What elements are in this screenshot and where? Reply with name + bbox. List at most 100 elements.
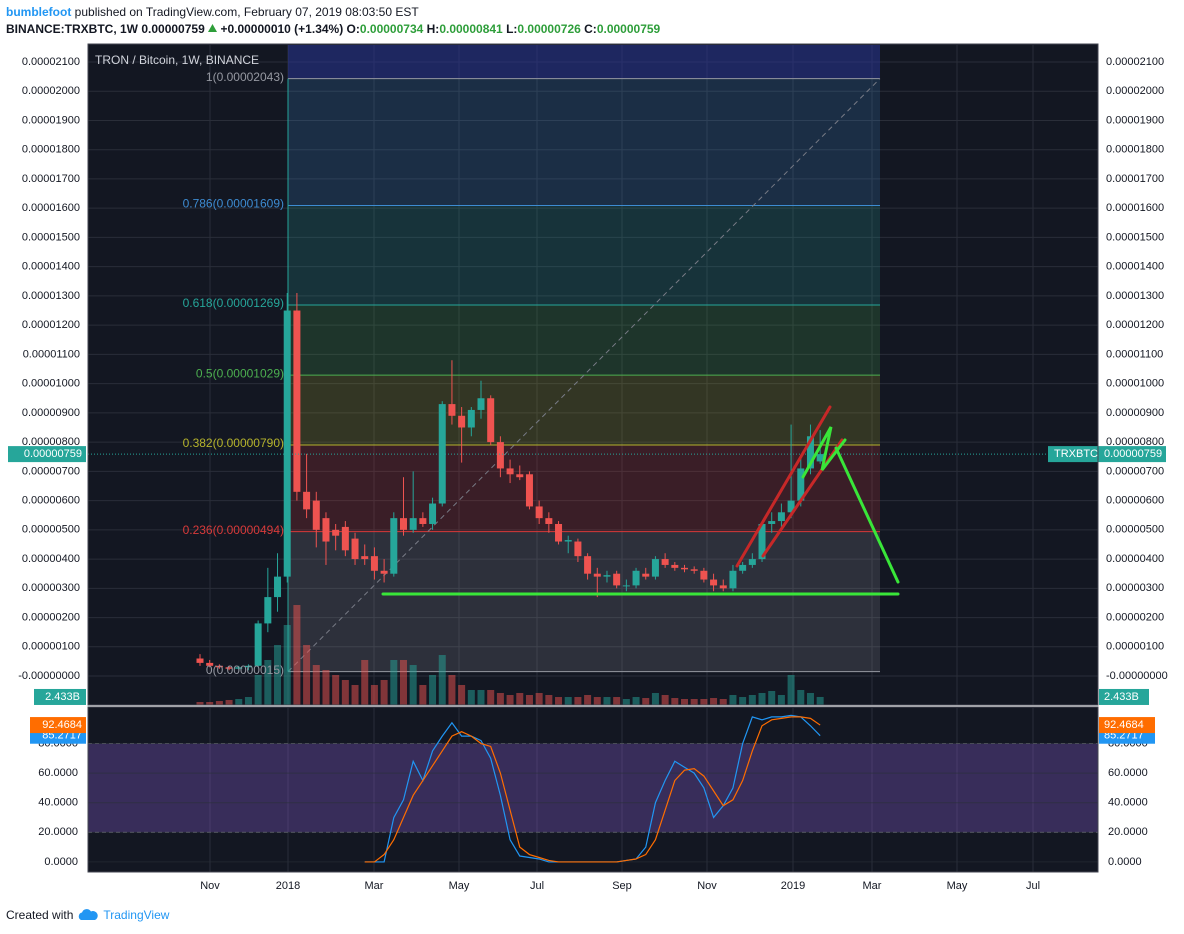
candle-body [467, 409, 475, 428]
candle-body [196, 658, 204, 663]
y-tick-label: 0.00000700 [22, 465, 80, 477]
y-tick-label: 0.00001800 [22, 144, 80, 156]
candle-body [525, 474, 533, 507]
y-tick-label: 0.00001600 [1106, 202, 1164, 214]
y-tick-label: 0.00001300 [1106, 290, 1164, 302]
volume-bar [341, 679, 349, 705]
y-tick-label: 0.00000700 [1106, 465, 1164, 477]
y-tick-label: 0.00000400 [22, 553, 80, 565]
volume-bar [303, 645, 311, 705]
candle-body [574, 541, 582, 557]
y-tick-label: 0.00001100 [1106, 348, 1163, 360]
candle-body [758, 523, 766, 560]
candle-body [380, 570, 388, 574]
volume-bar [525, 695, 533, 705]
volume-bar [661, 695, 669, 705]
stoch-tick-label: 40.0000 [38, 797, 78, 809]
logo [79, 909, 99, 920]
stoch-tick-label: 60.0000 [38, 767, 78, 779]
candle-body [429, 503, 437, 524]
candle-body [777, 512, 785, 522]
volume-bar [690, 698, 698, 705]
y-tick-label: 0.00001100 [23, 348, 80, 360]
x-tick-label: Mar [863, 880, 882, 892]
volume-bar [332, 675, 340, 705]
y-tick-label: 0.00001400 [22, 261, 80, 273]
candle-body [506, 468, 514, 475]
y-tick-label: 0.00001500 [1106, 231, 1164, 243]
fib-label: 0.618(0.00001269) [183, 296, 284, 310]
candle-body [555, 523, 563, 542]
volume-bar [710, 698, 718, 705]
candle-body [739, 564, 747, 571]
candle-body [690, 569, 698, 571]
y-tick-label: 0.00000100 [22, 641, 80, 653]
volume-bar [535, 692, 543, 705]
candle-body [816, 454, 824, 462]
candle-body [351, 538, 359, 560]
volume-bar [797, 689, 805, 705]
candle-body [729, 570, 737, 589]
y-tick-label: 0.00000300 [1106, 582, 1164, 594]
y-tick-label: 0.00000900 [1106, 407, 1164, 419]
candle-body [283, 310, 291, 577]
ohlc-value: 0.00000734 [359, 22, 424, 36]
x-tick-label: 2019 [781, 880, 805, 892]
candle-body [458, 415, 466, 428]
candle-body [390, 518, 398, 574]
pane-frame [87, 43, 1099, 706]
volume-bar [593, 697, 601, 705]
candle-body [225, 667, 233, 669]
x-tick-label: Jul [1026, 880, 1040, 892]
volume-bar [235, 698, 243, 705]
volume-bar [719, 698, 727, 705]
candle-body [748, 559, 756, 565]
chart-title: TRON / Bitcoin, 1W, BINANCE [95, 53, 259, 67]
ohlc-value: 0.00000759 [596, 22, 661, 36]
volume-label: 2.433B [1104, 691, 1139, 703]
candle-body [806, 436, 814, 469]
header-line: BINANCE:TRXBTC, 1W 0.00000759 +0.0000001… [6, 21, 660, 38]
volume-bar [651, 692, 659, 705]
price-box [1048, 446, 1166, 463]
candle-body [361, 556, 369, 560]
candle-body [235, 667, 243, 669]
volume-bar [787, 675, 795, 705]
candle-body [642, 573, 650, 577]
label-layer: Nov 2018 Mar May Jul Sep Nov 2019 Mar May Jul 0.000… [8, 43, 1168, 892]
volume-bar [506, 695, 514, 705]
publisher: bumblefoot [6, 5, 72, 19]
symbol-label: TRXBTC [1054, 448, 1098, 460]
y-tick-label: 0.00001900 [22, 114, 80, 126]
y-tick-label: 0.00000900 [22, 407, 80, 419]
candle-body [584, 556, 592, 574]
candle-body [516, 474, 524, 478]
volume-bar [564, 697, 572, 705]
y-tick-label: 0.00002100 [1106, 56, 1164, 68]
candle-body [710, 579, 718, 586]
stoch-tick-label: 0.0000 [44, 856, 78, 868]
x-tick-label: Sep [612, 880, 632, 892]
candle-body [632, 570, 640, 586]
ohlc-label: H: [426, 22, 440, 36]
volume-bar [555, 697, 563, 705]
candle-body [477, 398, 485, 410]
fib-label: 0.236(0.00000494) [183, 523, 284, 537]
candle-body [341, 526, 349, 551]
y-tick-label: 0.00000200 [22, 611, 80, 623]
volume-bar [283, 625, 291, 705]
volume-bar [584, 695, 592, 705]
volume-box [34, 688, 86, 705]
volume-bar [622, 698, 630, 705]
y-tick-label: 0.00002000 [22, 85, 80, 97]
x-tick-label: Jul [530, 880, 544, 892]
volume-bar [477, 689, 485, 705]
fib-zone [288, 205, 880, 305]
volume-bar [487, 689, 495, 705]
candle-body [264, 597, 272, 624]
y-tick-label: 0.00001200 [1106, 319, 1164, 331]
volume-bar [729, 695, 737, 705]
fib-zone [288, 531, 880, 672]
